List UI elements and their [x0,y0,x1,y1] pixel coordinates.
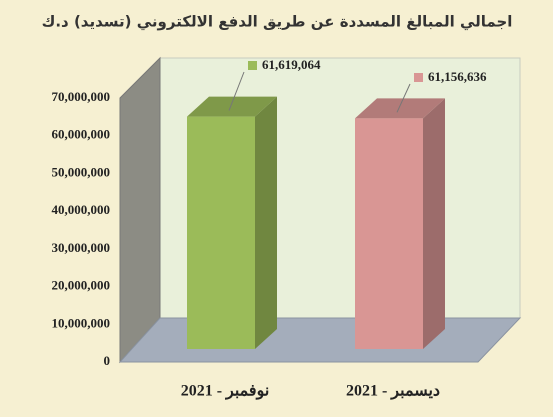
bar [187,116,255,350]
y-tick-label: 0 [104,353,111,368]
leader-line [396,83,411,113]
bar-side [255,96,277,350]
y-tick-label: 20,000,000 [52,278,111,293]
x-tick-label: ديسمبر - 2021 [346,383,440,401]
y-tick-label: 60,000,000 [52,127,111,142]
bar [355,118,423,349]
side-wall [119,56,161,364]
y-tick-label: 10,000,000 [52,315,111,330]
chart-title: اجمالي المبالغ المسددة عن طريق الدفع الا… [42,13,513,31]
y-tick-label: 70,000,000 [52,89,111,104]
floor [118,317,522,363]
y-tick-label: 30,000,000 [52,240,111,255]
legend-key [414,73,423,82]
y-tick-label: 40,000,000 [52,202,111,217]
bar-top [355,98,445,119]
bar-top [187,96,277,117]
legend-key [248,61,257,70]
x-tick-label: نوفمبر - 2021 [181,383,270,401]
data-label: 61,619,064 [262,57,321,72]
leader-line [228,71,245,111]
data-label: 61,156,636 [428,69,487,84]
y-tick-label: 50,000,000 [52,164,111,179]
bar-side [423,98,445,350]
